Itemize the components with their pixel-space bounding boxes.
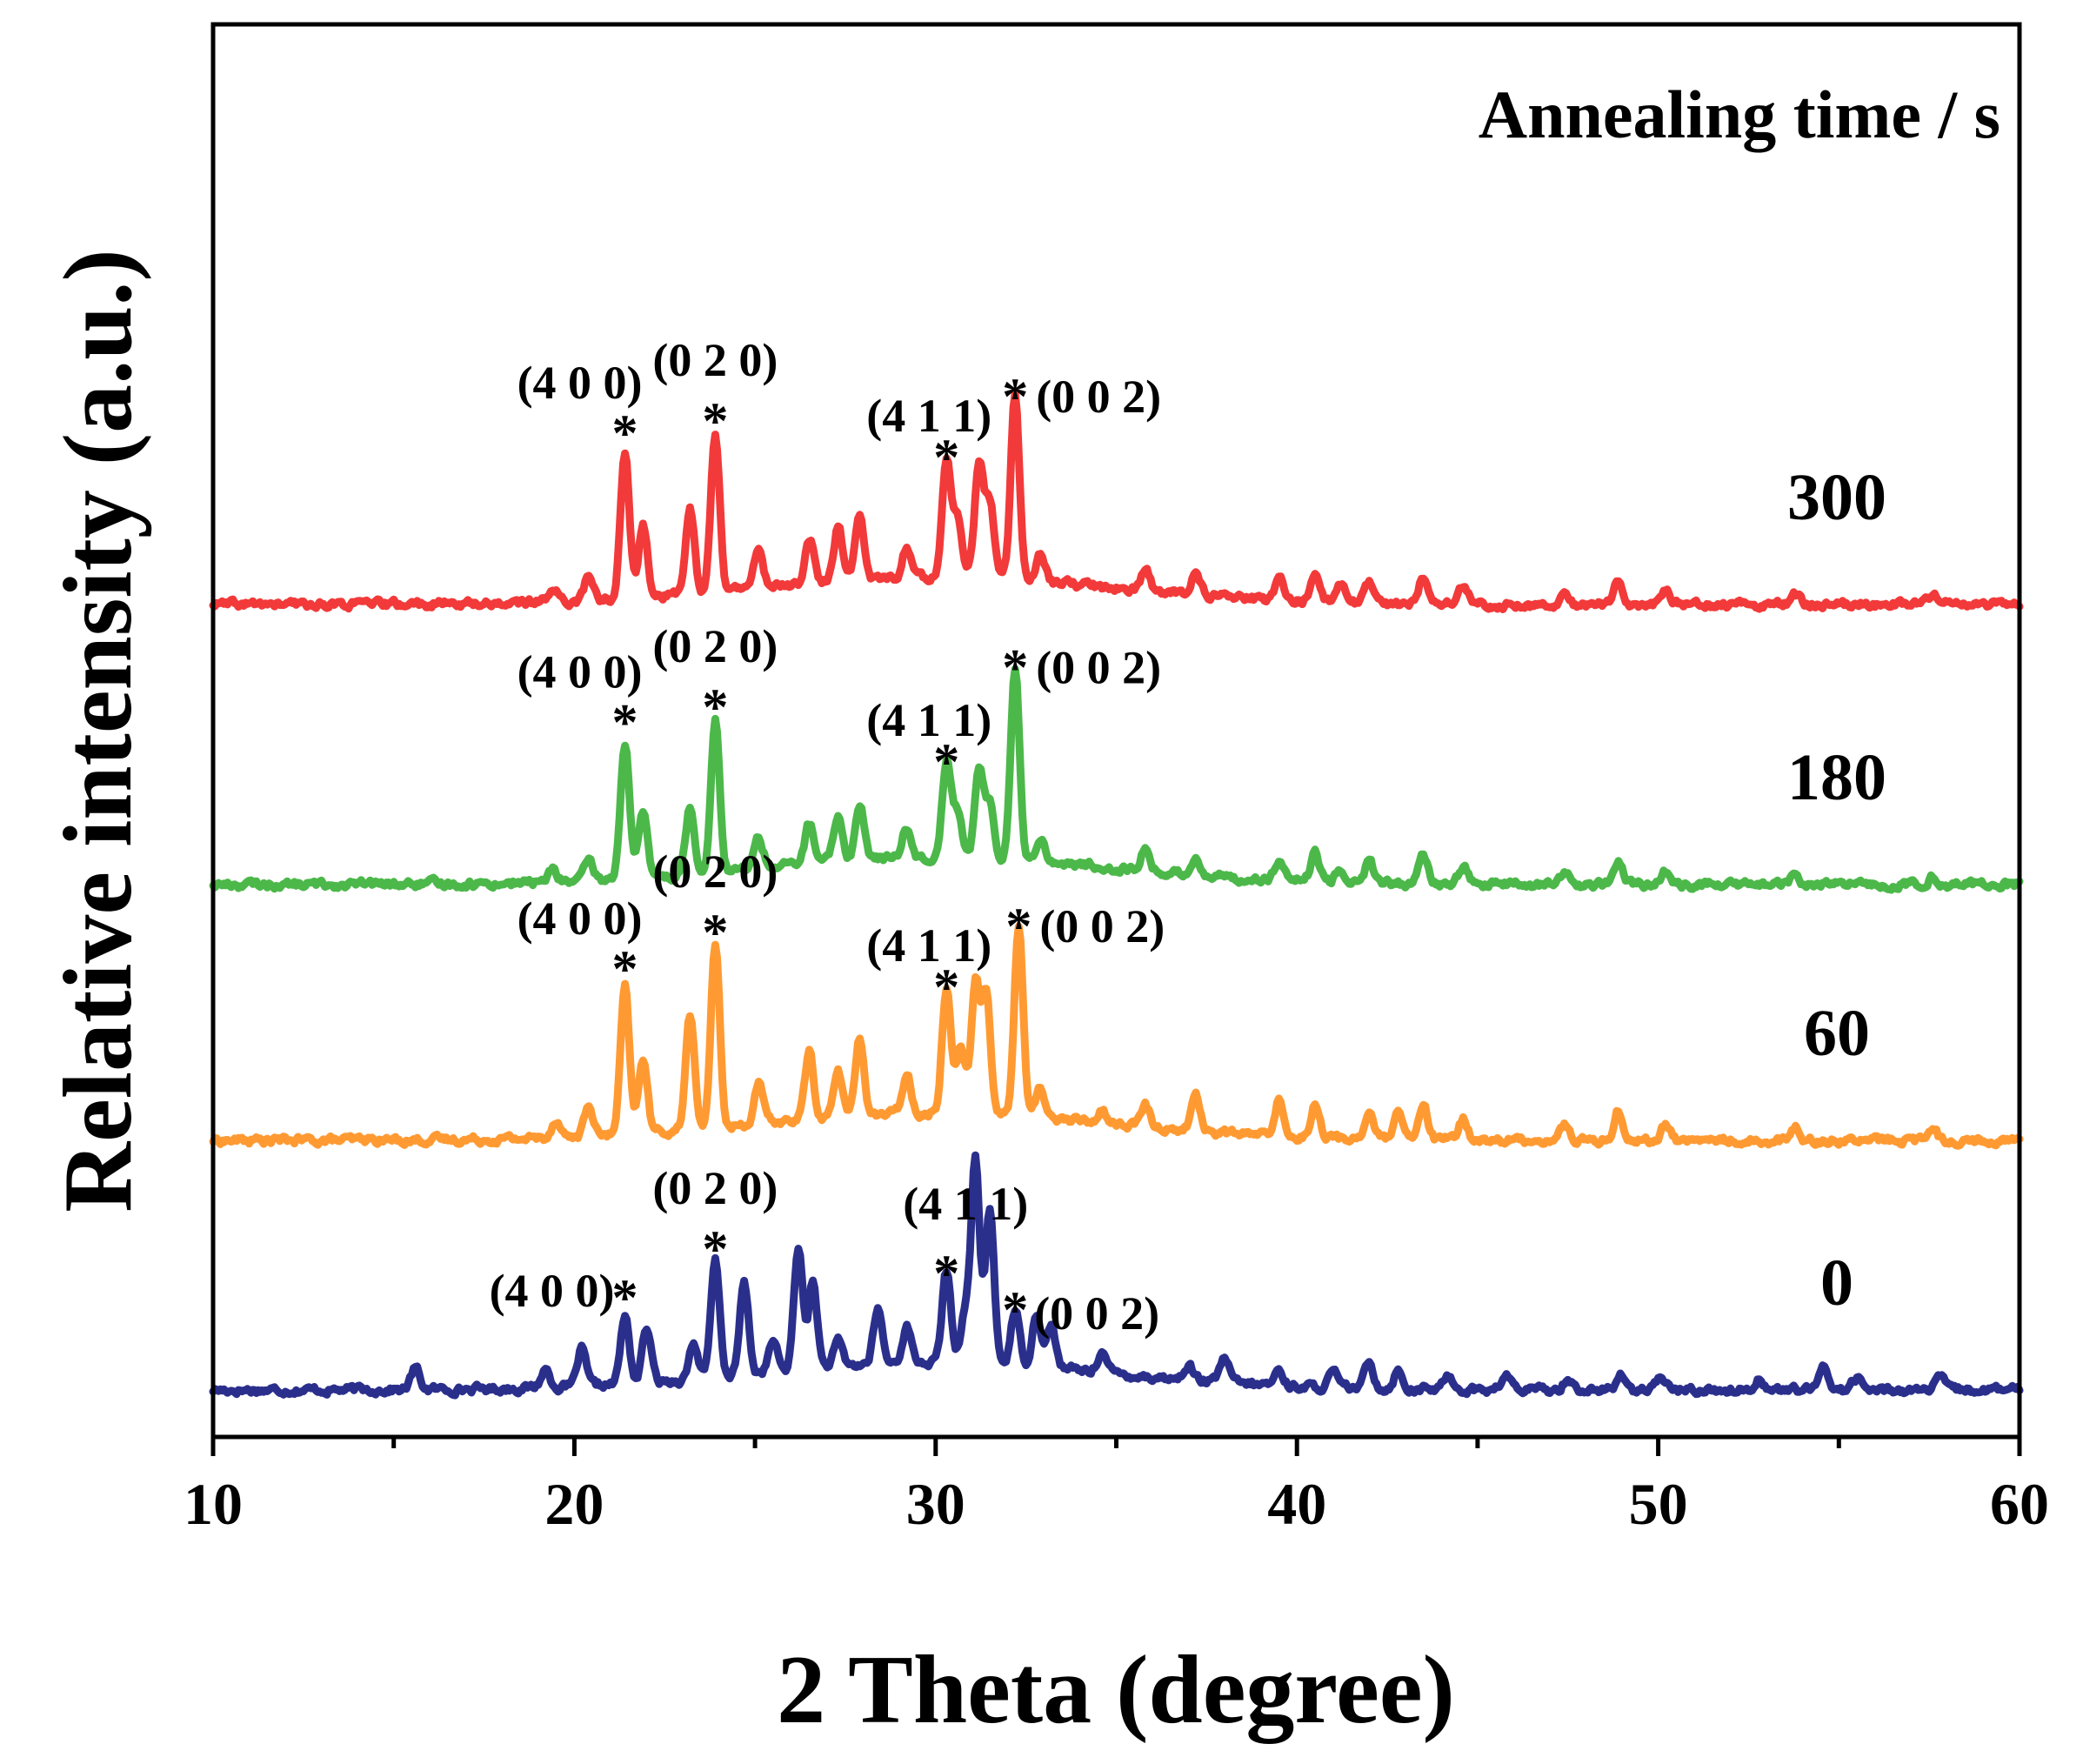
x-tick-label: 50 [1629,1471,1688,1537]
series-label-60: 60 [1804,997,1870,1070]
peak-marker: * [1002,1281,1028,1339]
peak-marker: * [933,429,959,486]
hkl-label: (0 2 0) [652,334,778,386]
series-line-60 [209,922,2024,1150]
peak-marker: * [612,404,638,462]
peak-marker: * [612,694,638,752]
hkl-label: (4 0 0) [517,892,643,945]
peak-marker: * [702,904,728,961]
hkl-label: (0 0 2) [1036,642,1161,694]
hkl-label: (4 1 1) [866,390,991,442]
tick-layer: 10 20 30 40 50 60 [184,1437,2049,1537]
hkl-label: (4 1 1) [903,1178,1028,1230]
peak-marker: * [612,940,638,998]
x-tick-label: 60 [1990,1471,2049,1537]
series-line-180 [209,665,2024,894]
peak-marker: * [1005,898,1031,955]
legend-title: Annealing time / s [1479,77,2000,152]
hkl-label: (4 0 0) [490,1265,615,1317]
y-axis-label: Relative intensity (a.u.) [44,249,152,1212]
peak-marker: * [1002,639,1028,697]
x-tick-label: 20 [544,1471,604,1537]
x-tick-label: 30 [906,1471,965,1537]
peak-marker: * [1002,368,1028,425]
peak-marker: * [702,678,728,736]
hkl-label: (0 2 0) [652,845,778,898]
peak-marker: * [702,1220,728,1278]
hkl-label: (0 0 2) [1039,900,1165,952]
x-axis-label: 2 Theta (degree) [777,1636,1455,1744]
series-line-300 [209,390,2024,613]
peak-marker: * [933,1245,959,1302]
series-layer [209,390,2024,1400]
series-label-300: 300 [1787,461,1886,534]
hkl-label: (0 0 2) [1036,371,1161,423]
peak-marker: * [933,733,959,791]
series-label-180: 180 [1787,741,1886,814]
x-tick-label: 10 [184,1471,243,1537]
hkl-label: (0 0 2) [1034,1287,1159,1340]
series-line-0 [209,1151,2024,1400]
peak-marker: * [612,1269,638,1326]
hkl-label: (0 2 0) [652,620,778,672]
hkl-label: (4 0 0) [517,646,643,698]
peak-marker: * [702,392,728,450]
annotation-layer: 0*(4 0 0)*(0 2 0)*(4 1 1)* (0 0 2)60*(4 0… [490,334,1886,1340]
x-tick-label: 40 [1267,1471,1326,1537]
hkl-label: (4 1 1) [866,919,991,972]
hkl-label: (4 1 1) [866,694,991,746]
hkl-label: (0 2 0) [652,1162,778,1214]
peak-marker: * [933,959,959,1016]
series-label-0: 0 [1820,1246,1853,1320]
hkl-label: (4 0 0) [517,357,643,409]
